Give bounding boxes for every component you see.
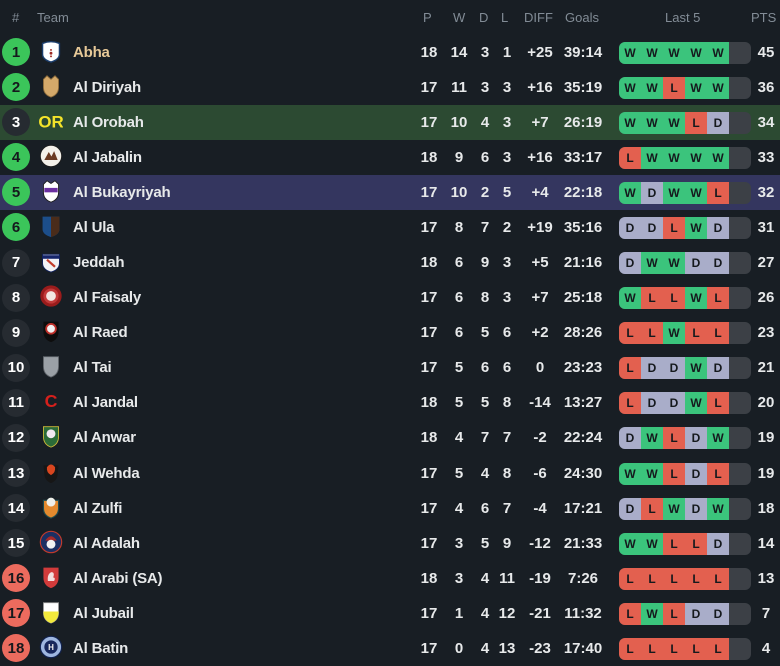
svg-text:C: C xyxy=(45,391,58,411)
svg-text:OR: OR xyxy=(39,112,63,131)
svg-text:H: H xyxy=(48,643,54,652)
